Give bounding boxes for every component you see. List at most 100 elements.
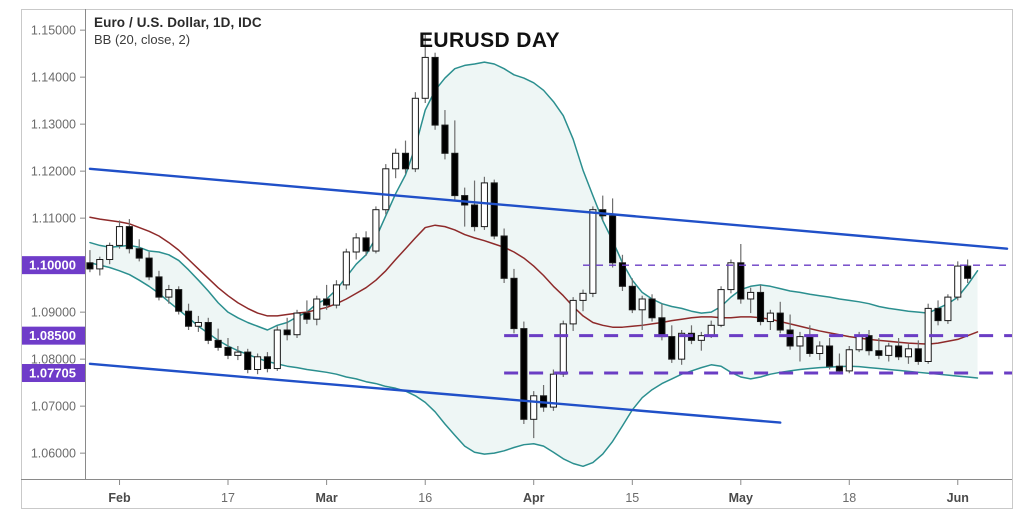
candle-down: [244, 351, 252, 370]
candle-up: [96, 259, 104, 270]
time-axis-label: Jun: [947, 491, 969, 505]
candle-up: [766, 312, 774, 323]
candle-down: [263, 356, 271, 370]
candle-down: [865, 335, 873, 352]
time-axis-label: 18: [842, 491, 856, 505]
price-axis-label: 1.11000: [32, 212, 76, 226]
time-axis-label: May: [729, 491, 753, 505]
candle-up: [352, 237, 360, 253]
candle-up: [411, 97, 419, 170]
candle-down: [431, 56, 439, 126]
candle-up: [530, 395, 538, 420]
price-axis-label: 1.07000: [31, 400, 76, 414]
price-axis-label: 1.06000: [31, 447, 76, 461]
candle-down: [658, 317, 666, 338]
candle-up: [392, 152, 400, 170]
candle-down: [125, 226, 133, 250]
candle-up: [707, 324, 715, 337]
candle-up: [273, 329, 281, 370]
price-axis-label: 1.15000: [31, 24, 76, 38]
candle-down: [224, 346, 232, 356]
candle-down: [756, 291, 765, 323]
candle-up: [796, 336, 804, 347]
candle-up: [559, 323, 567, 375]
candle-up: [717, 289, 725, 326]
candle-down: [401, 152, 410, 170]
candle-up: [194, 321, 202, 327]
time-axis-label: 16: [418, 491, 432, 505]
candle-up: [904, 348, 913, 358]
candle-up: [165, 289, 173, 298]
candle-down: [835, 365, 843, 372]
candle-down: [628, 285, 636, 311]
price-axis-label: 1.08500: [29, 328, 76, 343]
candle-up: [885, 345, 893, 356]
candle-down: [145, 257, 153, 278]
candle-down: [490, 182, 498, 237]
candle-down: [786, 329, 794, 347]
candle-down: [806, 336, 814, 355]
candle-up: [954, 265, 962, 298]
price-axis-label: 1.09000: [31, 306, 76, 320]
price-axis-label: 1.12000: [31, 165, 76, 179]
candle-up: [342, 251, 350, 286]
trendline-upper-resistance[interactable]: [88, 167, 1009, 250]
price-axis-label: 1.13000: [31, 118, 76, 132]
bollinger-band-fill: [89, 62, 978, 467]
candle-down: [86, 262, 94, 270]
candle-up: [382, 168, 390, 211]
time-axis-label: Feb: [108, 491, 131, 505]
candle-down: [214, 339, 222, 348]
candle-down: [204, 321, 212, 341]
trendline-lower-support[interactable]: [88, 362, 782, 424]
candle-down: [609, 215, 617, 264]
candle-down: [668, 336, 676, 360]
candle-down: [875, 350, 883, 356]
price-axis-label: 1.08000: [31, 353, 76, 367]
price-label-highlight[interactable]: [22, 364, 85, 383]
candle-down: [303, 312, 311, 320]
candle-up: [549, 373, 557, 408]
candle-up: [254, 356, 262, 370]
candle-up: [697, 335, 705, 341]
price-label-highlight[interactable]: [22, 326, 85, 345]
candle-up: [589, 209, 597, 294]
bollinger-upper-line: [89, 61, 979, 331]
candle-down: [362, 237, 370, 252]
candle-down: [648, 298, 656, 319]
candle-down: [323, 298, 331, 306]
candle-up: [845, 349, 853, 372]
candle-down: [184, 310, 193, 327]
price-axis-label: 1.14000: [31, 71, 76, 85]
time-axis-label: Apr: [523, 491, 545, 505]
candlestick-series: [86, 33, 972, 439]
candle-down: [964, 265, 972, 279]
candle-down: [470, 204, 479, 228]
time-axis-label: 17: [221, 491, 235, 505]
candle-up: [480, 182, 488, 228]
candle-down: [934, 307, 942, 322]
candle-down: [135, 248, 143, 259]
candle-up: [115, 226, 124, 246]
price-axis-label: 1.07705: [29, 366, 76, 381]
candle-down: [441, 124, 449, 154]
candle-down: [155, 276, 163, 298]
candle-down: [175, 289, 183, 312]
time-axis-label: Mar: [315, 491, 337, 505]
price-label-highlight[interactable]: [22, 256, 85, 275]
candle-up: [727, 262, 735, 291]
candle-down: [500, 235, 508, 279]
candle-up: [293, 312, 301, 336]
bollinger-basis-line: [89, 216, 979, 345]
candle-down: [520, 328, 528, 420]
candle-up: [106, 244, 114, 261]
candle-up: [678, 332, 686, 360]
candle-down: [283, 329, 291, 336]
candle-up: [421, 56, 429, 99]
candle-down: [737, 262, 745, 300]
candle-up: [372, 209, 380, 252]
candle-up: [569, 299, 577, 325]
candle-up: [855, 335, 863, 351]
